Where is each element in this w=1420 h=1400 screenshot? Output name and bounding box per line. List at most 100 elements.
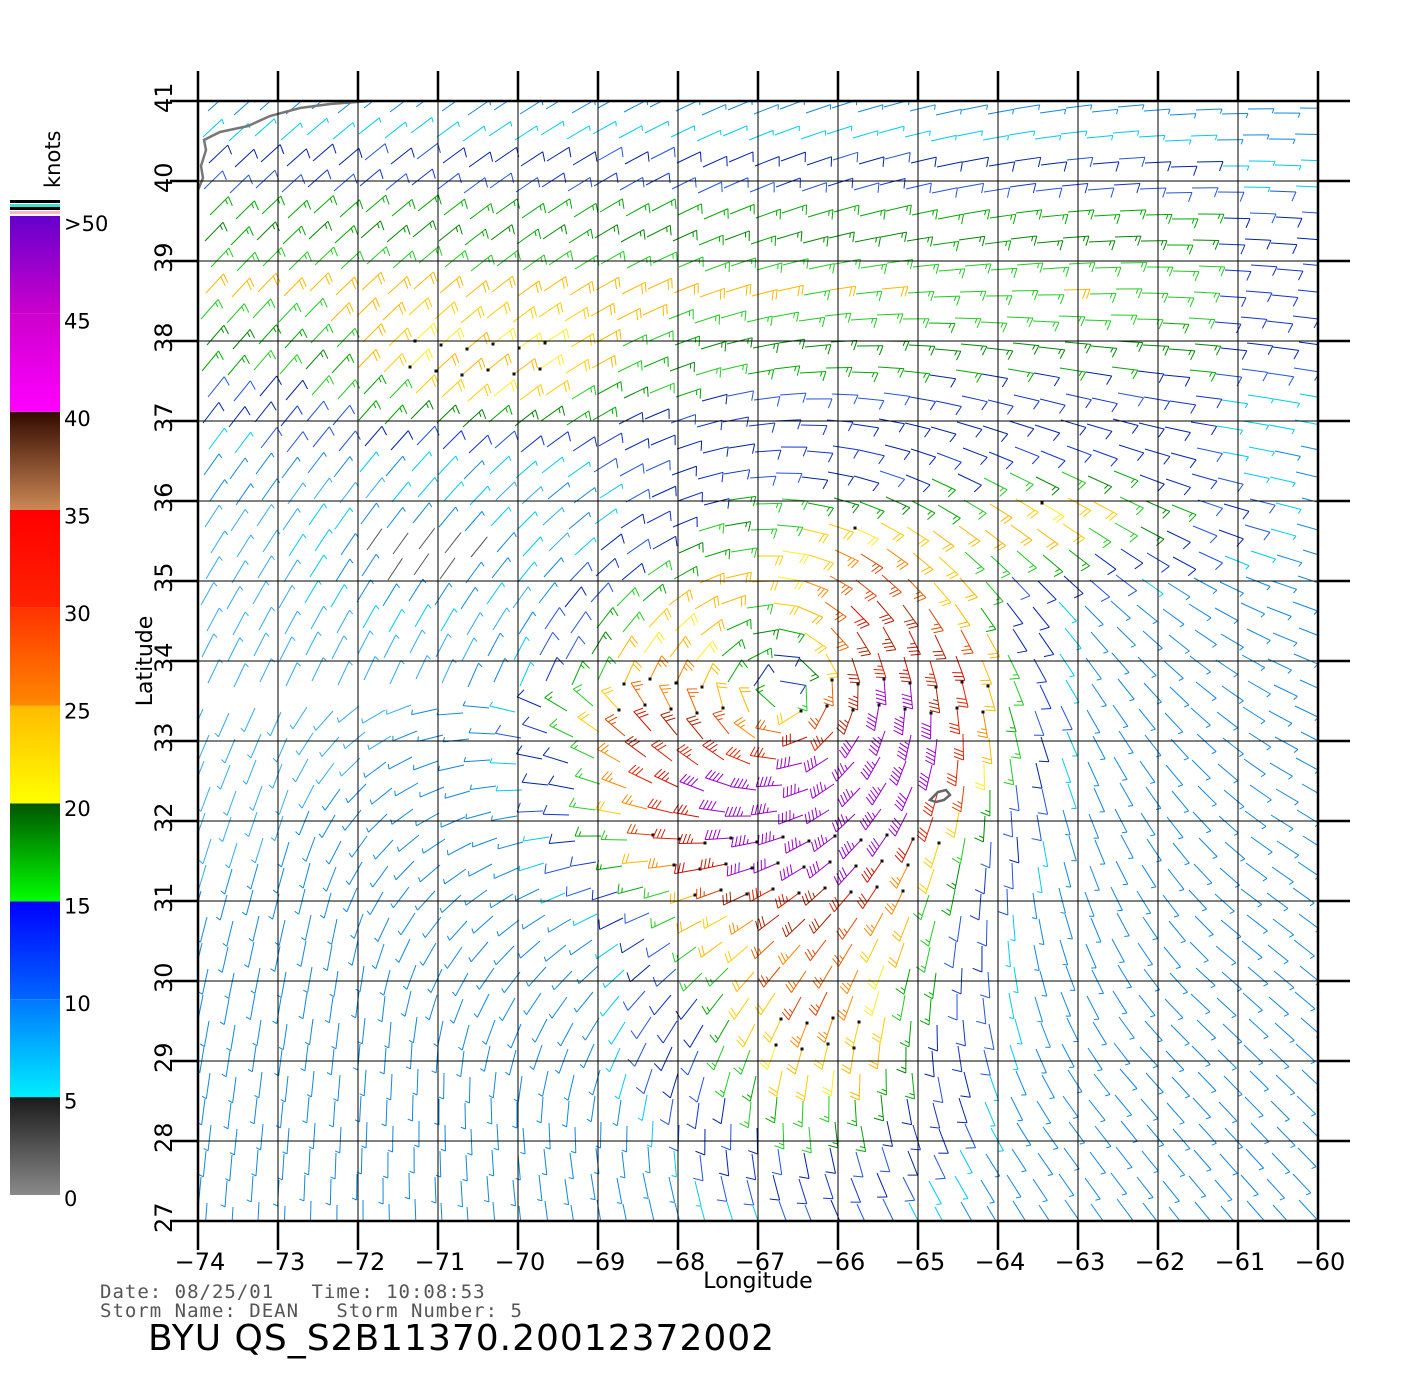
wind-barb [851,371,879,383]
wind-barb [1302,263,1318,266]
wind-barb [1060,705,1073,731]
wind-barb [696,129,722,142]
wind-barb [389,378,413,399]
wind-barb [700,618,725,636]
wind-barb [875,677,887,706]
wind-barb [1013,394,1040,410]
wind-barb [808,554,835,572]
wind-barb [280,122,303,141]
wind-barb [465,280,490,298]
wind-barb [1120,262,1148,273]
wind-barb [729,203,755,215]
wind-barb [642,583,667,602]
wind-barb [984,684,996,712]
wind-barb [1061,183,1089,194]
wind-barb [616,587,640,607]
wind-barb [1166,530,1191,550]
wind-barb [1270,242,1298,254]
wind-barb [1219,295,1247,308]
wind-barb [566,410,592,426]
wind-barb [754,156,780,167]
wind-barb [644,120,670,134]
wind-barb [675,388,702,399]
wind-barb [280,405,303,427]
wind-barb [234,431,254,454]
wind-barb [260,144,285,163]
wind-barb [827,177,854,189]
wind-barb [538,302,564,318]
wind-barb [1190,707,1211,728]
wind-barb [832,445,860,459]
wind-barb [643,356,669,368]
wind-barb [366,528,383,551]
wind-barb [486,301,511,319]
wind-barb [567,176,593,192]
wind-barb [1275,216,1303,228]
wind-barb [726,618,752,631]
wind-barb [279,636,296,661]
wind-barb [388,327,412,347]
wind-barb [983,477,1008,497]
wind-barb [700,341,727,352]
longitude-tick-label: −62 [1135,1248,1186,1276]
wind-barb [236,251,260,272]
wind-barb [209,479,228,502]
wind-barb [960,343,988,356]
wind-barb [591,631,612,655]
wind-barb [982,425,1009,443]
wind-barb [747,647,773,661]
wind-barb [1118,730,1134,755]
wind-barb [538,582,558,604]
y-axis-label: Latitude [133,616,158,707]
wind-barb [1269,190,1297,202]
wind-barb [486,353,512,372]
wind-barb [203,170,227,190]
latitude-tick-label: 29 [150,1042,178,1073]
colorbar-tick-label: 5 [64,1090,77,1114]
wind-barb [418,527,436,550]
wind-barb [232,611,249,636]
wind-barb [1112,704,1129,728]
wind-barb [1218,243,1246,255]
wind-barb [825,367,853,378]
wind-barb [1119,209,1147,220]
wind-barb [204,221,228,242]
wind-barb [624,151,650,165]
wind-barb [387,558,403,581]
wind-barb [985,295,1013,306]
wind-barb [646,224,672,238]
wind-barb [1248,446,1275,457]
wind-barb [651,485,677,498]
wind-barb [774,125,800,136]
wind-barb [1066,445,1092,463]
wind-barb [648,330,674,342]
wind-barb [1299,393,1318,398]
wind-barb [257,555,275,579]
latitude-tick-label: 28 [150,1122,178,1153]
wind-barb [1037,580,1057,604]
wind-barb [467,383,492,402]
wind-barb [1088,527,1112,549]
wind-barb [911,209,938,220]
wind-barb [801,182,828,193]
wind-barb [746,315,773,327]
wind-barb [738,687,751,713]
wind-barb [233,380,256,402]
wind-barb [617,635,639,659]
wind-barb [464,511,485,532]
wind-barb [695,367,722,378]
wind-barbs [198,101,1318,1221]
wind-barb [1170,452,1197,469]
wind-barb [1271,580,1298,594]
wind-barb [1040,450,1066,469]
wind-barb [619,176,645,191]
wind-barb [834,549,859,569]
wind-barb [617,360,643,373]
latitude-tick-label: 38 [150,322,178,353]
wind-barb [876,600,895,625]
wind-barb [912,263,940,274]
wind-barb [308,503,328,526]
wind-barb [540,405,566,422]
wind-barb [823,678,834,707]
wind-barb [1012,628,1028,654]
